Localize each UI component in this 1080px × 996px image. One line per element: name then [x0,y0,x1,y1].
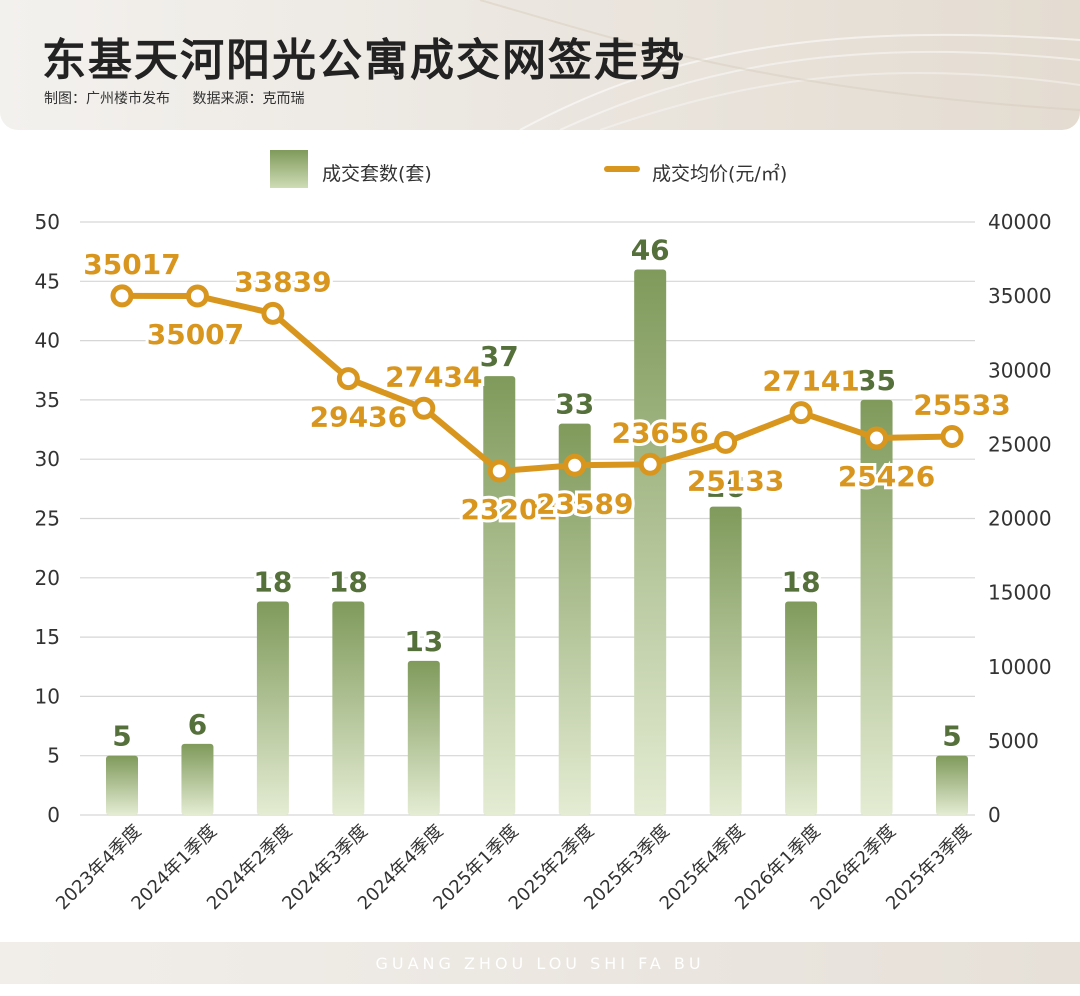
y-right-tick-label: 40000 [988,210,1052,234]
header-banner: 东基天河阳光公寓成交网签走势 制图：广州楼市发布 数据来源：克而瑞 [0,0,1080,130]
price-value-label: 35007 [147,318,244,351]
source-text: 数据来源：克而瑞 [192,91,305,107]
price-point [638,452,662,476]
y-left-tick-label: 25 [35,507,60,531]
price-value-label: 27434 [385,360,482,393]
price-point [563,453,587,477]
legend-bar-label: 成交套数(套) [322,163,432,185]
y-left-tick-label: 0 [47,803,60,827]
bar [106,755,138,815]
footer-text: GUANG ZHOU LOU SHI FA BU [375,954,705,973]
bar [181,743,214,815]
made-by-text: 制图：广州楼市发布 [44,91,170,107]
price-value-label: 25133 [687,464,784,497]
bar-value-label: 6 [188,708,207,741]
price-point [412,396,436,420]
y-right-tick-label: 25000 [988,432,1052,456]
y-right-tick-label: 10000 [988,655,1052,679]
price-value-label: 23656 [611,416,708,449]
bar-value-label: 13 [404,625,443,658]
bar-value-label: 33 [555,388,594,421]
price-point [940,424,964,448]
y-left-tick-label: 40 [35,329,60,353]
price-value-label: 35017 [83,248,180,281]
price-point [336,367,360,391]
y-left-tick-label: 10 [35,684,60,708]
legend-line-swatch [604,166,640,172]
price-point [487,459,511,483]
price-value-label: 33839 [234,265,331,298]
bar-value-label: 37 [480,340,519,373]
y-right-tick-label: 0 [988,803,1001,827]
chart-legend: 成交套数(套) 成交均价(元/㎡) [0,150,1080,190]
y-right-tick-label: 20000 [988,507,1052,531]
bar [256,601,289,815]
price-point [261,301,285,325]
bar-value-label: 46 [631,233,670,266]
legend-bar-swatch [270,150,308,188]
y-left-tick-label: 15 [35,625,60,649]
y-right-tick-label: 35000 [988,284,1052,308]
bar-value-label: 5 [942,720,961,753]
y-left-tick-label: 45 [35,269,60,293]
chart-title: 东基天河阳光公寓成交网签走势 [42,35,686,86]
credits: 制图：广州楼市发布 数据来源：克而瑞 [44,88,322,108]
y-right-tick-label: 15000 [988,581,1052,605]
bar [785,601,818,815]
bar-value-label: 18 [329,566,368,599]
header-wave-decoration [479,0,1080,130]
y-right-tick-label: 30000 [988,358,1052,382]
bar [936,755,968,815]
bar-value-label: 18 [782,566,821,599]
price-point [714,430,738,454]
y-left-tick-label: 5 [47,744,60,768]
y-left-tick-label: 30 [35,447,60,471]
price-value-label: 25533 [913,388,1010,421]
bar-value-label: 35 [857,364,896,397]
y-left-tick-label: 35 [35,388,60,412]
bar [634,269,667,815]
bar [483,376,516,815]
bar-value-label: 18 [253,566,292,599]
legend-line-label: 成交均价(元/㎡) [652,163,788,185]
price-value-label: 27141 [762,365,859,398]
bar [709,506,742,815]
bar-value-label: 26 [706,471,745,504]
price-value-label: 23589 [536,487,633,520]
price-point [865,426,889,450]
combo-chart: 5 6 18 18 13 37 33 46 26 18 35 5 35017 35007 33839 2943… [35,210,1052,914]
price-point [185,284,209,308]
bar [407,660,440,815]
bar [860,399,893,815]
price-value-label: 25426 [838,460,935,493]
footer-banner: GUANG ZHOU LOU SHI FA BU [0,942,1080,984]
y-left-tick-label: 50 [35,210,60,234]
price-value-label: 29436 [310,401,407,434]
y-right-tick-label: 5000 [988,729,1039,753]
bar-value-label: 5 [112,720,131,753]
price-point [789,401,813,425]
y-left-tick-label: 20 [35,566,60,590]
bar [558,423,591,815]
price-value-label: 23202 [461,493,558,526]
bar [332,601,365,815]
price-point [110,284,134,308]
price-line [119,292,955,475]
